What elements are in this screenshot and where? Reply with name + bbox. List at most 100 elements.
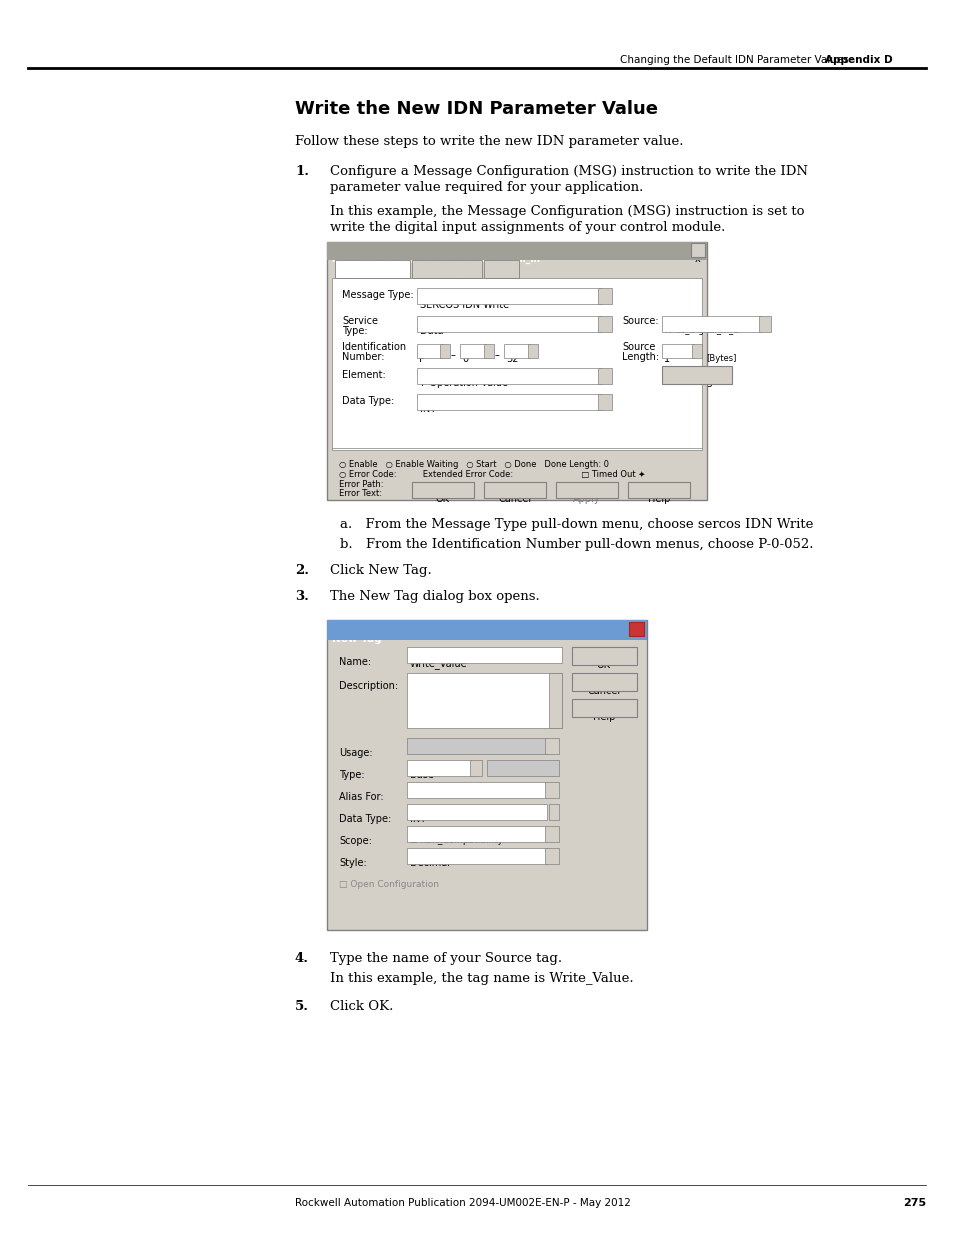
Text: Message Type:: Message Type: [341, 290, 414, 300]
Text: ▼: ▼ [601, 374, 607, 380]
Text: □ Open Configuration: □ Open Configuration [338, 881, 438, 889]
Text: 4.: 4. [294, 952, 309, 965]
Text: INT: INT [419, 404, 436, 414]
Text: Scope:: Scope: [338, 836, 372, 846]
Bar [486, 760, 558, 776]
Text: x: x [695, 254, 700, 264]
Bar [483, 261, 518, 278]
Text: Click New Tag.: Click New Tag. [330, 564, 432, 577]
Bar [572, 699, 637, 718]
Text: Error Text:: Error Text: [338, 489, 381, 498]
Bar [556, 482, 618, 498]
Bar [544, 848, 558, 864]
Text: Source:: Source: [621, 316, 658, 326]
Text: Cancel: Cancel [587, 685, 619, 697]
Bar [407, 647, 561, 663]
Text: ▼: ▼ [473, 766, 478, 772]
Bar [759, 316, 770, 332]
Bar [627, 482, 689, 498]
Text: b. From the Identification Number pull-down menus, choose P-0-052.: b. From the Identification Number pull-d… [339, 538, 813, 551]
Text: –: – [450, 350, 455, 359]
Text: ▼: ▼ [549, 832, 554, 839]
Text: ▼: ▼ [549, 853, 554, 860]
Text: a. From the Message Type pull-down menu, choose sercos IDN Write: a. From the Message Type pull-down menu,… [339, 517, 813, 531]
Bar [503, 345, 530, 358]
Text: Data Type:: Data Type: [341, 396, 394, 406]
Bar [327, 242, 706, 261]
Bar [416, 316, 601, 332]
Text: ↕: ↕ [531, 350, 537, 356]
Text: 275: 275 [902, 1198, 925, 1208]
Bar [548, 804, 558, 820]
Text: In this example, the tag name is Write_Value.: In this example, the tag name is Write_V… [330, 972, 633, 986]
Text: Message Configuration - Write_Digital_In: Message Configuration - Write_Digital_In [332, 254, 539, 264]
Bar [412, 261, 481, 278]
Text: Tag: Tag [493, 272, 508, 282]
Text: –: – [494, 350, 499, 359]
Text: 1: 1 [663, 354, 669, 364]
Bar [527, 345, 537, 358]
Text: Decimal: Decimal [410, 858, 450, 868]
Text: ▼: ▼ [601, 400, 607, 406]
Bar [544, 782, 558, 798]
Text: Appendix D: Appendix D [824, 56, 892, 65]
Text: Write_Digital_In_1: Write_Digital_In_1 [663, 326, 739, 335]
Text: ...: ... [550, 813, 558, 823]
Text: Configuration: Configuration [341, 272, 402, 282]
Bar [661, 345, 693, 358]
Bar [572, 647, 637, 664]
Text: 2.: 2. [294, 564, 309, 577]
Bar [483, 345, 494, 358]
Text: Communication: Communication [411, 272, 482, 282]
Text: Description:: Description: [338, 680, 397, 692]
Text: Type the name of your Source tag.: Type the name of your Source tag. [330, 952, 561, 965]
Bar [416, 394, 601, 410]
Bar [416, 345, 442, 358]
Bar [548, 673, 561, 727]
Bar [544, 739, 558, 755]
Text: Service: Service [341, 316, 377, 326]
Text: [Bytes]: [Bytes] [705, 354, 736, 363]
Text: New Tag...: New Tag... [671, 377, 721, 387]
Text: ↕: ↕ [487, 350, 493, 356]
Text: 52: 52 [505, 354, 518, 364]
Text: Element:: Element: [341, 370, 385, 380]
Text: parameter value required for your application.: parameter value required for your applic… [330, 182, 642, 194]
Text: SERCOS IDN Write: SERCOS IDN Write [419, 300, 509, 310]
Bar [327, 620, 646, 930]
Text: Type:: Type: [338, 769, 364, 781]
Text: Identification: Identification [341, 342, 406, 352]
Bar [335, 261, 410, 278]
Text: ▼: ▼ [549, 743, 554, 750]
Text: <normal>: <normal> [453, 747, 500, 756]
Text: New Tag: New Tag [332, 634, 381, 643]
Text: Configure a Message Configuration (MSG) instruction to write the IDN: Configure a Message Configuration (MSG) … [330, 165, 807, 178]
Bar [332, 278, 701, 450]
Bar [690, 243, 704, 257]
Bar [412, 482, 474, 498]
Bar [416, 288, 601, 304]
Text: Rockwell Automation Publication 2094-UM002E-EN-P - May 2012: Rockwell Automation Publication 2094-UM0… [294, 1198, 630, 1208]
Text: Apply: Apply [573, 494, 600, 504]
Bar [691, 345, 701, 358]
Text: ⊞ KSK_Compatibility: ⊞ KSK_Compatibility [410, 836, 502, 845]
Text: P: P [418, 354, 424, 364]
Text: Help: Help [592, 713, 615, 722]
Text: Length:: Length: [621, 352, 659, 362]
Bar [572, 673, 637, 692]
Text: In this example, the Message Configuration (MSG) instruction is set to: In this example, the Message Configurati… [330, 205, 803, 219]
Text: Changing the Default IDN Parameter Values: Changing the Default IDN Parameter Value… [619, 56, 848, 65]
Text: ✕: ✕ [632, 634, 640, 643]
Text: Error Path:: Error Path: [338, 480, 383, 489]
Text: Base: Base [410, 769, 434, 781]
Bar [407, 804, 546, 820]
Bar [416, 368, 601, 384]
Text: Usage:: Usage: [338, 748, 373, 758]
Bar [483, 482, 545, 498]
Text: ▼: ▼ [761, 322, 767, 329]
Text: ○ Error Code:          Extended Error Code:                          □ Timed Out: ○ Error Code: Extended Error Code: □ Tim… [338, 471, 644, 479]
Text: Alias For:: Alias For: [338, 792, 383, 802]
Text: Style:: Style: [338, 858, 366, 868]
Bar [628, 622, 643, 636]
Text: Type:: Type: [341, 326, 367, 336]
